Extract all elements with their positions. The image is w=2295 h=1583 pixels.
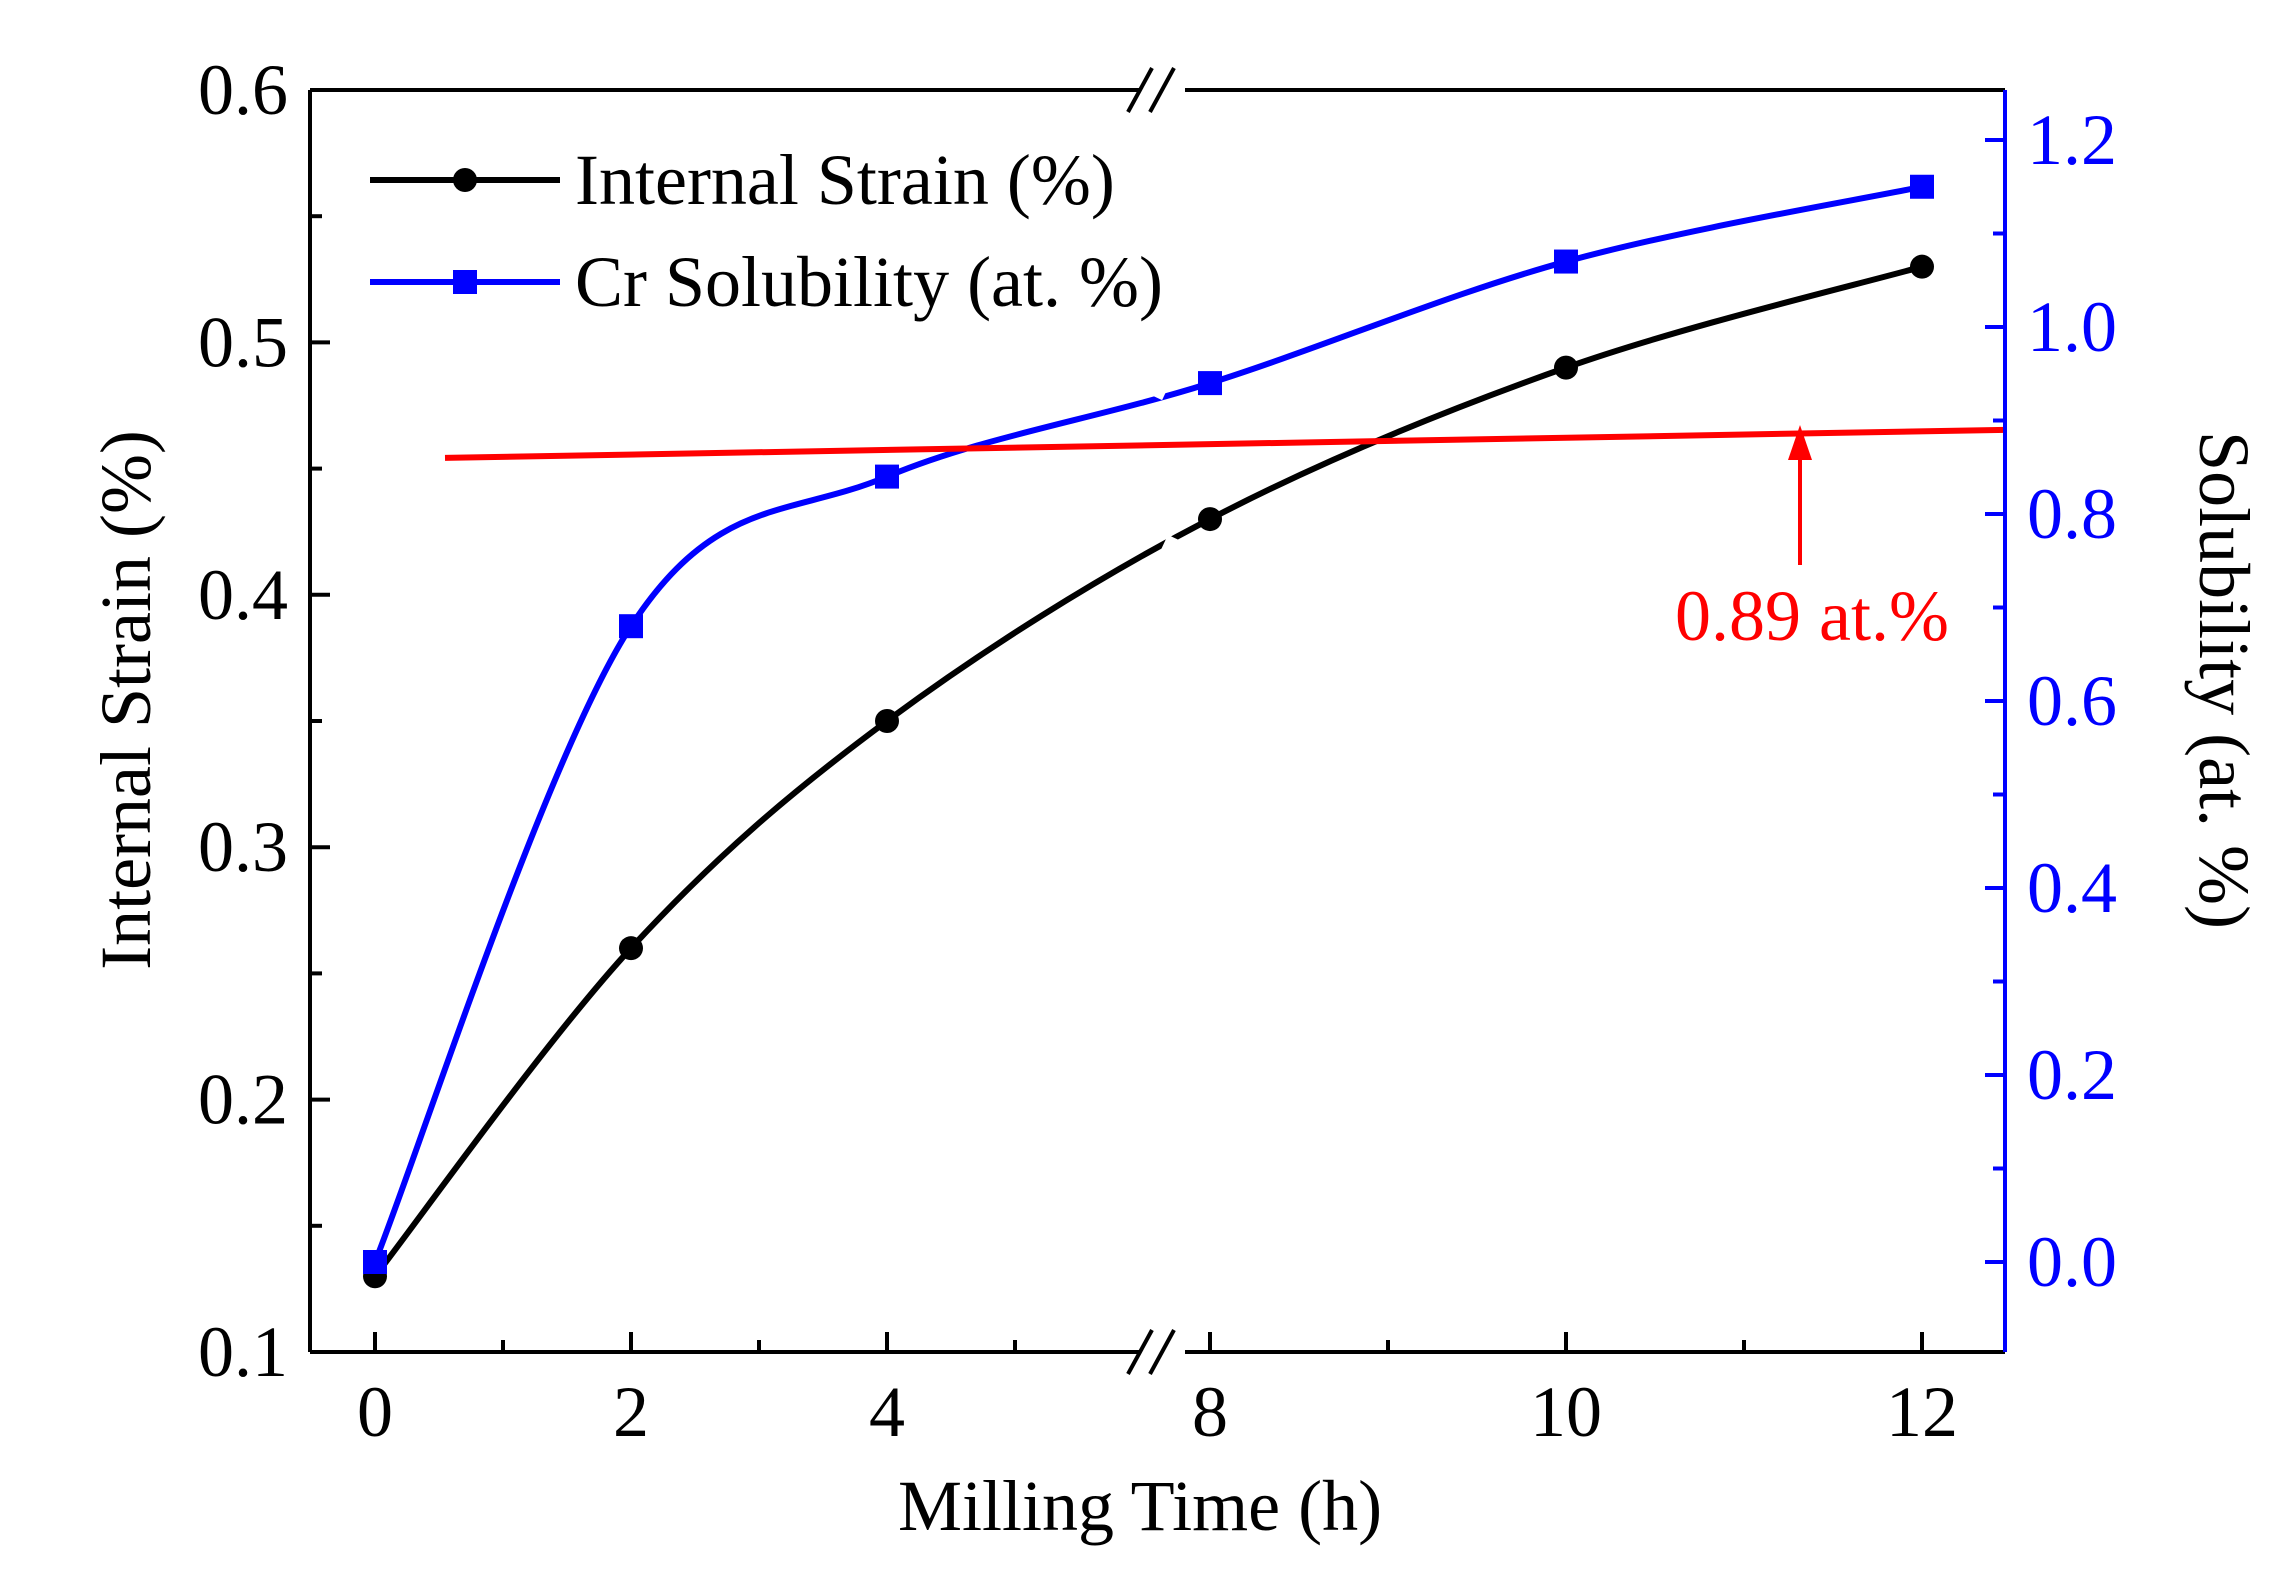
data-point-cr-solubility-2 (619, 614, 643, 639)
data-point-internal-strain-2 (619, 936, 643, 961)
bottom-axis-break-mark-1 (1126, 1329, 1154, 1375)
legend-label-cr-solubility: Cr Solubility (at. %) (575, 242, 1163, 322)
y2-tick-labels: 0.0 0.2 0.4 0.6 0.8 1.0 1.2 (2027, 100, 2117, 1302)
data-point-cr-solubility-10 (1554, 249, 1578, 274)
x-tick-label-10: 10 (1530, 1372, 1602, 1452)
y-tick-label-0.1: 0.1 (198, 1312, 288, 1392)
data-point-internal-strain-10 (1554, 355, 1578, 380)
legend-marker-internal-strain (453, 168, 477, 192)
curves (372, 183, 1923, 1279)
data-point-internal-strain-4 (875, 709, 899, 733)
y-tick-label-0.3: 0.3 (198, 807, 288, 887)
data-point-cr-solubility-4 (875, 464, 899, 489)
y2-tick-label-1.2: 1.2 (2027, 100, 2117, 180)
reference-line (444, 426, 2006, 461)
reference-line-group: 0.89 at.% (444, 425, 2006, 656)
data-point-cr-solubility-8 (1198, 371, 1222, 396)
x-tick-label-0: 0 (357, 1372, 393, 1452)
y-tick-label-0.2: 0.2 (198, 1060, 288, 1140)
x-tick-label-12: 12 (1886, 1372, 1958, 1452)
y-axis-title: Internal Strain (%) (86, 430, 166, 970)
top-axis-break-mark-2 (1148, 67, 1176, 113)
top-axis-break-mark-1 (1126, 67, 1154, 113)
y2-tick-label-1.0: 1.0 (2027, 287, 2117, 367)
legend: Internal Strain (%) Cr Solubility (at. %… (370, 140, 1163, 322)
markers (363, 174, 1934, 1289)
y2-axis-title: Solubility (at. %) (2184, 431, 2264, 929)
legend-label-internal-strain: Internal Strain (%) (575, 140, 1115, 220)
y2-tick-label-0.2: 0.2 (2027, 1035, 2117, 1115)
y2-tick-label-0.0: 0.0 (2027, 1222, 2117, 1302)
bottom-axis-break-mark-2 (1148, 1329, 1176, 1375)
x-tick-label-4: 4 (869, 1372, 905, 1452)
y2-tick-label-0.4: 0.4 (2027, 848, 2117, 928)
data-point-internal-strain-8 (1198, 507, 1222, 532)
reference-arrow-head (1788, 425, 1812, 460)
series-line-cr-solubility (372, 183, 1923, 1264)
legend-marker-cr-solubility (453, 270, 477, 294)
data-point-cr-solubility-0 (363, 1250, 387, 1274)
data-point-internal-strain-12 (1910, 254, 1934, 279)
reference-label: 0.89 at.% (1675, 576, 1949, 656)
y-tick-label-0.4: 0.4 (198, 555, 288, 635)
x-tick-labels: 0 2 4 8 10 12 (357, 1372, 1958, 1452)
y-tick-label-0.6: 0.6 (198, 50, 288, 130)
x-tick-label-8: 8 (1192, 1372, 1228, 1452)
series-line-internal-strain (372, 263, 1923, 1279)
y2-tick-label-0.6: 0.6 (2027, 661, 2117, 741)
x-tick-label-2: 2 (613, 1372, 649, 1452)
curve-break-gap-1 (1147, 534, 1183, 586)
x-axis-title: Milling Time (h) (898, 1466, 1382, 1546)
axes (308, 67, 2007, 1375)
y-tick-labels: 0.1 0.2 0.3 0.4 0.5 0.6 (198, 50, 288, 1392)
y2-tick-label-0.8: 0.8 (2027, 474, 2117, 554)
curve-break-gap-0 (1147, 349, 1183, 401)
data-point-cr-solubility-12 (1910, 174, 1934, 199)
y-tick-label-0.5: 0.5 (198, 302, 288, 382)
